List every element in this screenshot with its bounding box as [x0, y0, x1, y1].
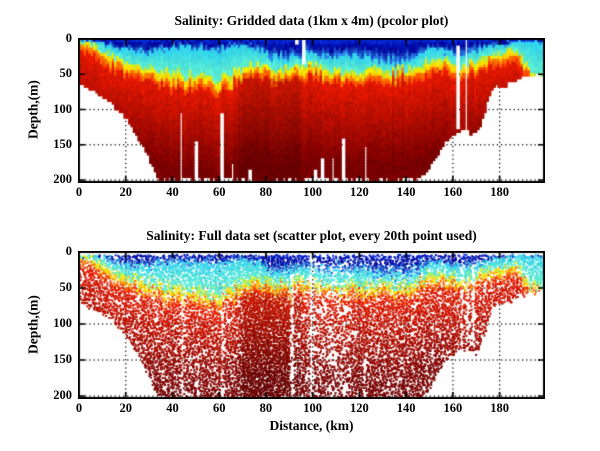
x-tick-label: 160	[443, 401, 463, 415]
x-tick-label: 20	[119, 401, 132, 415]
y-tick-label: 0	[65, 244, 72, 258]
x-tick-label: 140	[396, 401, 416, 415]
scatter-plot-canvas	[78, 251, 545, 399]
x-tick-label: 120	[350, 185, 369, 199]
y-tick-label: 200	[53, 388, 72, 402]
y-tick-label: 100	[53, 316, 72, 330]
x-tick-label: 20	[119, 185, 132, 199]
x-tick-label: 160	[443, 185, 463, 199]
bottom-plot-title: Salinity: Full data set (scatter plot, e…	[146, 228, 477, 243]
y-tick-label: 150	[53, 352, 72, 366]
top-plot-title: Salinity: Gridded data (1km x 4m) (pcolo…	[174, 13, 449, 28]
x-tick-label: 180	[490, 185, 509, 199]
x-tick-label: 40	[166, 401, 179, 415]
x-tick-label: 40	[166, 185, 179, 199]
y-tick-label: 200	[53, 172, 72, 186]
x-tick-label: 140	[396, 185, 416, 199]
y-tick-label: 50	[59, 280, 73, 294]
x-tick-label: 60	[212, 401, 226, 415]
x-tick-label: 60	[212, 185, 226, 199]
pcolor-plot-canvas	[78, 38, 545, 183]
x-tick-label: 100	[303, 185, 323, 199]
x-tick-label: 80	[259, 185, 273, 199]
x-tick-label: 0	[75, 401, 83, 415]
x-tick-label: 80	[259, 401, 273, 415]
x-tick-label: 100	[303, 401, 323, 415]
y-tick-label: 100	[53, 101, 72, 116]
y-tick-label: 50	[59, 66, 73, 81]
y-tick-label: 0	[65, 31, 72, 45]
x-tick-label: 120	[350, 401, 369, 415]
x-tick-label: 180	[490, 401, 509, 415]
y-tick-label: 150	[53, 136, 72, 151]
x-tick-label: 0	[75, 185, 83, 199]
x-axis-label: Distance, (km)	[269, 418, 354, 433]
